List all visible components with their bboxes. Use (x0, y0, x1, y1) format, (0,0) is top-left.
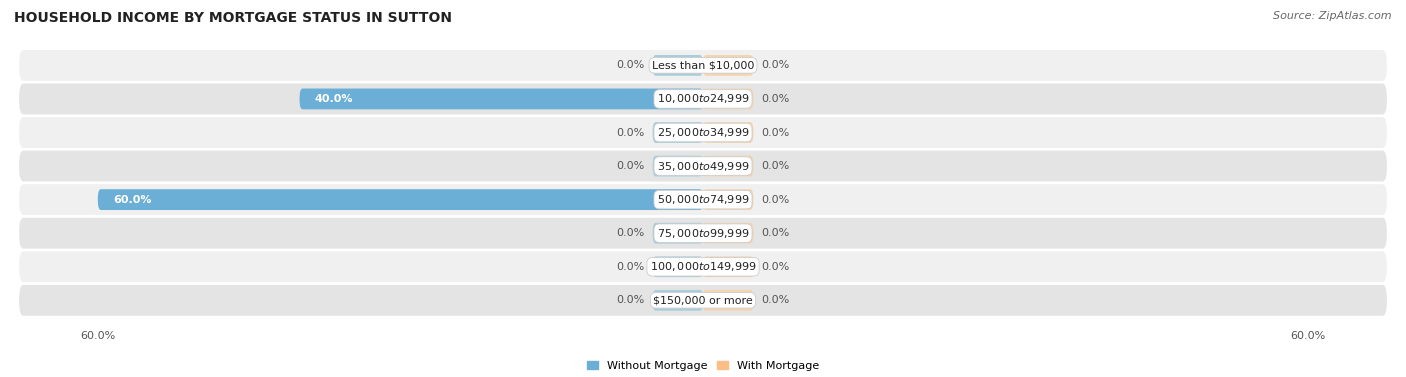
Text: 0.0%: 0.0% (616, 262, 644, 272)
Text: 0.0%: 0.0% (616, 295, 644, 305)
Text: 0.0%: 0.0% (762, 161, 790, 171)
FancyBboxPatch shape (703, 156, 754, 176)
Text: 0.0%: 0.0% (762, 94, 790, 104)
Text: 40.0%: 40.0% (315, 94, 353, 104)
Text: 60.0%: 60.0% (112, 195, 152, 205)
Text: $75,000 to $99,999: $75,000 to $99,999 (657, 227, 749, 240)
Text: 0.0%: 0.0% (762, 195, 790, 205)
FancyBboxPatch shape (703, 55, 754, 76)
FancyBboxPatch shape (98, 189, 703, 210)
FancyBboxPatch shape (20, 83, 1386, 114)
Text: HOUSEHOLD INCOME BY MORTGAGE STATUS IN SUTTON: HOUSEHOLD INCOME BY MORTGAGE STATUS IN S… (14, 11, 453, 25)
Text: 0.0%: 0.0% (762, 60, 790, 70)
FancyBboxPatch shape (20, 251, 1386, 282)
Text: $35,000 to $49,999: $35,000 to $49,999 (657, 159, 749, 173)
Text: 0.0%: 0.0% (616, 60, 644, 70)
FancyBboxPatch shape (20, 184, 1386, 215)
FancyBboxPatch shape (703, 290, 754, 311)
Text: $100,000 to $149,999: $100,000 to $149,999 (650, 260, 756, 273)
FancyBboxPatch shape (652, 290, 703, 311)
Text: 0.0%: 0.0% (616, 161, 644, 171)
Text: 0.0%: 0.0% (762, 295, 790, 305)
Legend: Without Mortgage, With Mortgage: Without Mortgage, With Mortgage (582, 356, 824, 375)
FancyBboxPatch shape (652, 223, 703, 244)
Text: $25,000 to $34,999: $25,000 to $34,999 (657, 126, 749, 139)
Text: 0.0%: 0.0% (762, 228, 790, 238)
Text: $10,000 to $24,999: $10,000 to $24,999 (657, 92, 749, 106)
FancyBboxPatch shape (703, 256, 754, 277)
FancyBboxPatch shape (20, 50, 1386, 81)
Text: 0.0%: 0.0% (762, 262, 790, 272)
FancyBboxPatch shape (20, 285, 1386, 316)
Text: Less than $10,000: Less than $10,000 (652, 60, 754, 70)
Text: $50,000 to $74,999: $50,000 to $74,999 (657, 193, 749, 206)
FancyBboxPatch shape (703, 122, 754, 143)
FancyBboxPatch shape (703, 223, 754, 244)
FancyBboxPatch shape (652, 55, 703, 76)
FancyBboxPatch shape (20, 218, 1386, 248)
FancyBboxPatch shape (703, 189, 754, 210)
FancyBboxPatch shape (299, 89, 703, 109)
FancyBboxPatch shape (20, 117, 1386, 148)
FancyBboxPatch shape (703, 89, 754, 109)
FancyBboxPatch shape (652, 156, 703, 176)
Text: 0.0%: 0.0% (616, 228, 644, 238)
FancyBboxPatch shape (20, 151, 1386, 181)
FancyBboxPatch shape (652, 122, 703, 143)
Text: $150,000 or more: $150,000 or more (654, 295, 752, 305)
Text: Source: ZipAtlas.com: Source: ZipAtlas.com (1274, 11, 1392, 21)
FancyBboxPatch shape (652, 256, 703, 277)
Text: 0.0%: 0.0% (762, 127, 790, 138)
Text: 0.0%: 0.0% (616, 127, 644, 138)
